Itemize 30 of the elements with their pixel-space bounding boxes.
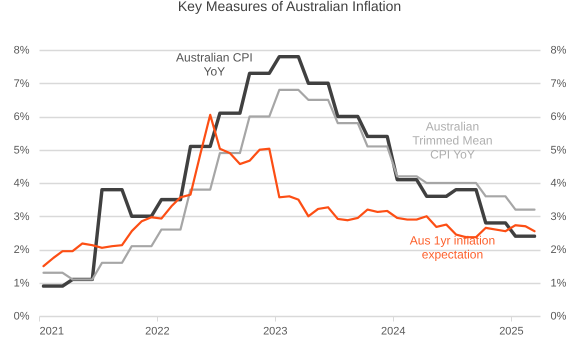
y2-tick-label: 5% <box>550 144 567 156</box>
y-tick-label: 7% <box>14 78 30 90</box>
series-label: Australian Trimmed Mean CPI YoY <box>412 119 493 162</box>
y2-tick-label: 3% <box>550 210 567 223</box>
y2-tick-label: 8% <box>550 44 567 56</box>
chart-title: Key Measures of Australian Inflation <box>178 0 402 14</box>
y-tick-label: 3% <box>14 210 30 223</box>
series-label: Australian CPI YoY <box>176 50 253 79</box>
y-tick-label: 2% <box>14 244 30 256</box>
x-tick-label: 2024 <box>380 326 406 338</box>
line-series <box>42 88 536 281</box>
line-series <box>42 54 536 288</box>
y2-tick-label: 0% <box>550 310 567 322</box>
y-tick-label: 1% <box>14 277 30 290</box>
y-tick-label: 8% <box>14 44 30 56</box>
y2-tick-label: 6% <box>550 111 567 123</box>
y-tick-label: 4% <box>14 178 30 190</box>
y-tick-label: 5% <box>14 144 30 156</box>
y2-tick-label: 2% <box>550 244 567 256</box>
y-tick-label: 0% <box>14 310 30 322</box>
x-tick-label: 2025 <box>499 326 524 338</box>
line-series <box>42 114 536 268</box>
y-tick-label: 6% <box>14 111 30 123</box>
y2-tick-label: 7% <box>550 78 567 90</box>
y2-tick-label: 4% <box>550 178 567 190</box>
x-tick-label: 2022 <box>145 326 170 338</box>
x-tick-label: 2023 <box>263 326 288 338</box>
x-tick-label: 2021 <box>40 326 64 338</box>
y2-tick-label: 1% <box>550 277 567 290</box>
series-label: Aus 1yr inflation expectation <box>410 234 496 262</box>
